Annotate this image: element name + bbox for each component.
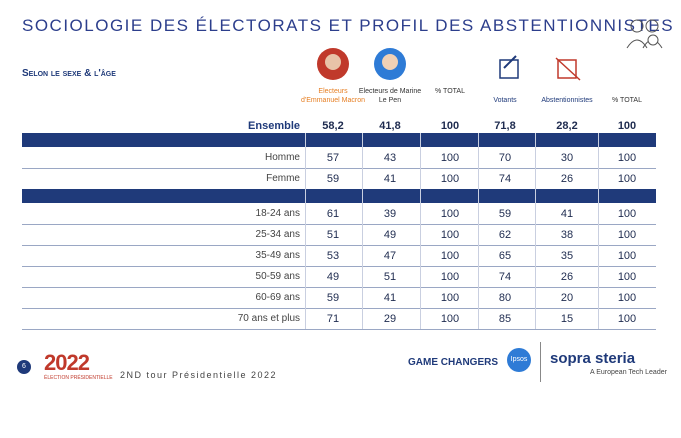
logo: 2022 bbox=[44, 350, 90, 375]
row-value: 59 bbox=[498, 208, 512, 220]
row-value: 20 bbox=[560, 292, 574, 304]
column-line bbox=[362, 133, 363, 329]
section: Selon le sexe & l'âge bbox=[22, 68, 116, 79]
row-label: 35-49 ans bbox=[255, 250, 300, 261]
row-value: 41 bbox=[383, 292, 397, 304]
game-changers: GAME CHANGERS bbox=[408, 357, 499, 368]
row-value: 43 bbox=[383, 152, 397, 164]
row-value: 100 bbox=[440, 152, 460, 164]
row-value: 53 bbox=[326, 250, 340, 262]
column-line bbox=[420, 133, 421, 329]
row-value: 100 bbox=[617, 173, 637, 185]
row-line bbox=[22, 308, 656, 309]
row-line bbox=[22, 245, 656, 246]
row-value: 39 bbox=[383, 208, 397, 220]
row-value: 29 bbox=[383, 313, 397, 325]
row-label: 70 ans et plus bbox=[237, 313, 300, 324]
column-header: Electeurs d'Emmanuel Macron bbox=[301, 88, 365, 104]
row-value: 51 bbox=[326, 229, 340, 241]
row-value: 41 bbox=[560, 208, 574, 220]
row-value: 49 bbox=[326, 271, 340, 283]
row-label: 18-24 ans bbox=[255, 208, 300, 219]
column-header: Electeurs de Marine Le Pen bbox=[358, 88, 422, 104]
column-header: % TOTAL bbox=[435, 88, 465, 95]
row-value: 100 bbox=[440, 229, 460, 241]
row-label: 25-34 ans bbox=[255, 229, 300, 240]
row-value: 26 bbox=[560, 271, 574, 283]
column-line bbox=[305, 133, 306, 329]
row-label: 60-69 ans bbox=[255, 292, 300, 303]
row-value: 100 bbox=[617, 271, 637, 283]
divider bbox=[540, 342, 541, 382]
row-value: 100 bbox=[440, 292, 460, 304]
logo-sub: ÉLECTION PRÉSIDENTIELLE bbox=[44, 375, 113, 381]
row-value: 100 bbox=[440, 271, 460, 283]
row-value: 70 bbox=[498, 152, 512, 164]
row-value: 80 bbox=[498, 292, 512, 304]
row-value: 30 bbox=[560, 152, 574, 164]
column-header: Abstentionnistes bbox=[541, 97, 593, 104]
total-value: 100 bbox=[440, 120, 460, 132]
sopra-sub: A European Tech Leader bbox=[590, 369, 667, 376]
row-value: 59 bbox=[326, 292, 340, 304]
page-number: 6 bbox=[17, 360, 31, 374]
group-bar bbox=[22, 133, 656, 147]
row-value: 100 bbox=[440, 313, 460, 325]
column-header: Votants bbox=[493, 97, 517, 104]
ipsos: Ipsos bbox=[507, 348, 531, 372]
row-line bbox=[22, 266, 656, 267]
row-value: 65 bbox=[498, 250, 512, 262]
row-value: 100 bbox=[617, 292, 637, 304]
row-line bbox=[22, 168, 656, 169]
row-value: 41 bbox=[383, 173, 397, 185]
row-line bbox=[22, 329, 656, 330]
row-value: 100 bbox=[617, 152, 637, 164]
row-line bbox=[22, 224, 656, 225]
total-value: 28,2 bbox=[556, 120, 578, 132]
row-value: 15 bbox=[560, 313, 574, 325]
row-value: 26 bbox=[560, 173, 574, 185]
row-value: 74 bbox=[498, 271, 512, 283]
row-value: 61 bbox=[326, 208, 340, 220]
title: SOCIOLOGIE DES ÉLECTORATS ET PROFIL DES … bbox=[22, 16, 675, 35]
row-value: 100 bbox=[440, 250, 460, 262]
row-label: 50-59 ans bbox=[255, 271, 300, 282]
total-value: 100 bbox=[617, 120, 637, 132]
icon bbox=[626, 19, 663, 49]
row-value: 71 bbox=[326, 313, 340, 325]
column-line bbox=[598, 133, 599, 329]
row-value: 100 bbox=[617, 313, 637, 325]
column-line bbox=[535, 133, 536, 329]
row-value: 49 bbox=[383, 229, 397, 241]
total-value: 71,8 bbox=[494, 120, 516, 132]
row-value: 100 bbox=[440, 208, 460, 220]
column-line bbox=[478, 133, 479, 329]
row-value: 57 bbox=[326, 152, 340, 164]
total-value: 58,2 bbox=[322, 120, 344, 132]
row-value: 47 bbox=[383, 250, 397, 262]
row-value: 35 bbox=[560, 250, 574, 262]
row-value: 74 bbox=[498, 173, 512, 185]
row-label: Femme bbox=[266, 173, 300, 184]
tour: 2ND tour Présidentielle 2022 bbox=[120, 370, 278, 380]
row-value: 100 bbox=[617, 208, 637, 220]
vote-icons bbox=[499, 55, 581, 81]
row-value: 59 bbox=[326, 173, 340, 185]
row-value: 51 bbox=[383, 271, 397, 283]
row-value: 100 bbox=[617, 229, 637, 241]
row-value: 100 bbox=[440, 173, 460, 185]
row-line bbox=[22, 287, 656, 288]
sopra: sopra steria bbox=[550, 350, 636, 367]
row-label: Homme bbox=[264, 152, 300, 163]
row-value: 85 bbox=[498, 313, 512, 325]
row-value: 38 bbox=[560, 229, 574, 241]
total-value: 41,8 bbox=[379, 120, 401, 132]
row-value: 62 bbox=[498, 229, 512, 241]
group-bar bbox=[22, 189, 656, 203]
row-value: 100 bbox=[617, 250, 637, 262]
total-label: Ensemble bbox=[248, 120, 300, 132]
column-header: % TOTAL bbox=[612, 97, 642, 104]
photos bbox=[317, 48, 406, 80]
